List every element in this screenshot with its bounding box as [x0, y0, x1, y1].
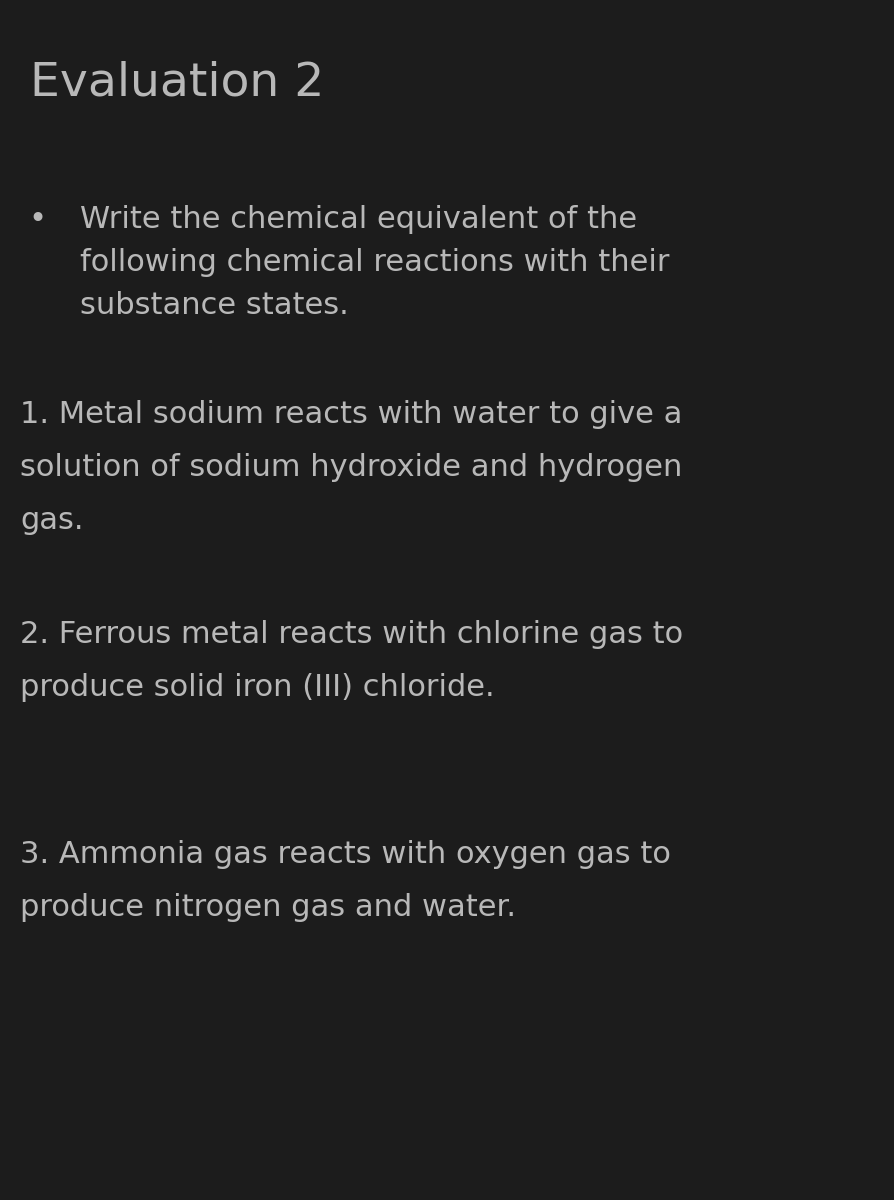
- Text: 2. Ferrous metal reacts with chlorine gas to: 2. Ferrous metal reacts with chlorine ga…: [20, 620, 683, 649]
- Text: Write the chemical equivalent of the: Write the chemical equivalent of the: [80, 205, 637, 234]
- Text: substance states.: substance states.: [80, 290, 349, 320]
- Text: gas.: gas.: [20, 506, 83, 535]
- Text: 3. Ammonia gas reacts with oxygen gas to: 3. Ammonia gas reacts with oxygen gas to: [20, 840, 670, 869]
- Text: •: •: [28, 205, 46, 234]
- Text: produce solid iron (III) chloride.: produce solid iron (III) chloride.: [20, 673, 494, 702]
- Text: following chemical reactions with their: following chemical reactions with their: [80, 248, 670, 277]
- Text: Evaluation 2: Evaluation 2: [30, 60, 325, 104]
- Text: produce nitrogen gas and water.: produce nitrogen gas and water.: [20, 893, 516, 922]
- Text: 1. Metal sodium reacts with water to give a: 1. Metal sodium reacts with water to giv…: [20, 400, 682, 428]
- Text: solution of sodium hydroxide and hydrogen: solution of sodium hydroxide and hydroge…: [20, 452, 682, 482]
